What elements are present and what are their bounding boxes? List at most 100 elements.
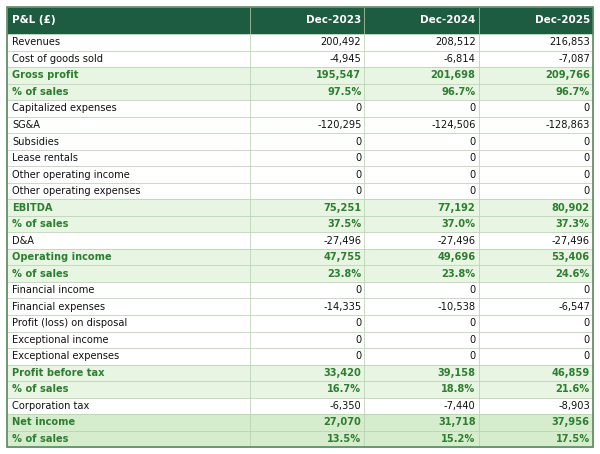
Text: 17.5%: 17.5%	[556, 434, 590, 444]
Bar	[250, 348, 364, 365]
Text: 200,492: 200,492	[321, 37, 361, 47]
Bar	[250, 199, 364, 216]
Bar	[250, 117, 364, 133]
Text: 0: 0	[469, 153, 476, 163]
Bar	[250, 398, 364, 414]
Bar	[364, 431, 479, 447]
Bar	[250, 183, 364, 199]
Bar	[364, 183, 479, 199]
Bar	[479, 7, 593, 34]
Bar	[479, 117, 593, 133]
Text: 0: 0	[584, 153, 590, 163]
Text: -8,903: -8,903	[558, 401, 590, 411]
Bar	[479, 282, 593, 298]
Text: 195,547: 195,547	[316, 70, 361, 80]
Text: 13.5%: 13.5%	[327, 434, 361, 444]
Bar	[7, 381, 250, 398]
Text: Lease rentals: Lease rentals	[12, 153, 78, 163]
Bar	[250, 414, 364, 431]
Bar	[364, 398, 479, 414]
Bar	[364, 365, 479, 381]
Bar	[479, 183, 593, 199]
Text: 46,859: 46,859	[551, 368, 590, 378]
Bar	[250, 232, 364, 249]
Bar	[7, 84, 250, 100]
Bar	[7, 183, 250, 199]
Bar	[479, 166, 593, 183]
Text: 0: 0	[469, 318, 476, 328]
Text: 0: 0	[355, 318, 361, 328]
Text: 23.8%: 23.8%	[327, 269, 361, 279]
Text: 0: 0	[355, 335, 361, 345]
Text: -27,496: -27,496	[437, 236, 476, 246]
Text: 80,902: 80,902	[551, 202, 590, 212]
Text: 0: 0	[469, 169, 476, 180]
Text: 77,192: 77,192	[438, 202, 476, 212]
Bar	[250, 381, 364, 398]
Bar	[479, 331, 593, 348]
Text: 0: 0	[355, 153, 361, 163]
Bar	[364, 100, 479, 117]
Text: D&A: D&A	[12, 236, 34, 246]
Bar	[479, 298, 593, 315]
Text: 216,853: 216,853	[549, 37, 590, 47]
Text: 31,718: 31,718	[438, 417, 476, 427]
Text: 37.0%: 37.0%	[442, 219, 476, 229]
Bar	[364, 117, 479, 133]
Bar	[364, 381, 479, 398]
Bar	[364, 232, 479, 249]
Bar	[250, 34, 364, 51]
Bar	[7, 365, 250, 381]
Bar	[364, 34, 479, 51]
Text: -4,945: -4,945	[329, 54, 361, 64]
Bar	[479, 51, 593, 67]
Bar	[364, 166, 479, 183]
Bar	[364, 298, 479, 315]
Bar	[7, 133, 250, 150]
Text: P&L (£): P&L (£)	[12, 15, 56, 25]
Bar	[364, 133, 479, 150]
Bar	[364, 150, 479, 166]
Text: Profit before tax: Profit before tax	[12, 368, 104, 378]
Bar	[364, 84, 479, 100]
Bar	[7, 199, 250, 216]
Bar	[479, 232, 593, 249]
Text: Corporation tax: Corporation tax	[12, 401, 89, 411]
Text: 209,766: 209,766	[545, 70, 590, 80]
Bar	[7, 348, 250, 365]
Text: 0: 0	[469, 285, 476, 295]
Text: 75,251: 75,251	[323, 202, 361, 212]
Bar	[479, 398, 593, 414]
Bar	[479, 34, 593, 51]
Text: 16.7%: 16.7%	[327, 385, 361, 395]
Text: 0: 0	[584, 351, 590, 361]
Bar	[250, 315, 364, 331]
Text: 0: 0	[355, 186, 361, 196]
Bar	[479, 199, 593, 216]
Bar	[364, 67, 479, 84]
Bar	[250, 282, 364, 298]
Text: Operating income: Operating income	[12, 252, 112, 262]
Bar	[250, 331, 364, 348]
Text: -7,440: -7,440	[444, 401, 476, 411]
Text: 33,420: 33,420	[323, 368, 361, 378]
Text: % of sales: % of sales	[12, 385, 68, 395]
Bar	[250, 100, 364, 117]
Bar	[250, 150, 364, 166]
Bar	[250, 166, 364, 183]
Bar	[479, 266, 593, 282]
Text: 53,406: 53,406	[551, 252, 590, 262]
Bar	[479, 150, 593, 166]
Text: 37.5%: 37.5%	[327, 219, 361, 229]
Bar	[7, 100, 250, 117]
Text: -120,295: -120,295	[317, 120, 361, 130]
Bar	[7, 150, 250, 166]
Text: -128,863: -128,863	[545, 120, 590, 130]
Text: 0: 0	[469, 104, 476, 114]
Text: EBITDA: EBITDA	[12, 202, 53, 212]
Bar	[7, 216, 250, 232]
Text: 0: 0	[355, 104, 361, 114]
Bar	[364, 7, 479, 34]
Text: 96.7%: 96.7%	[442, 87, 476, 97]
Bar	[364, 199, 479, 216]
